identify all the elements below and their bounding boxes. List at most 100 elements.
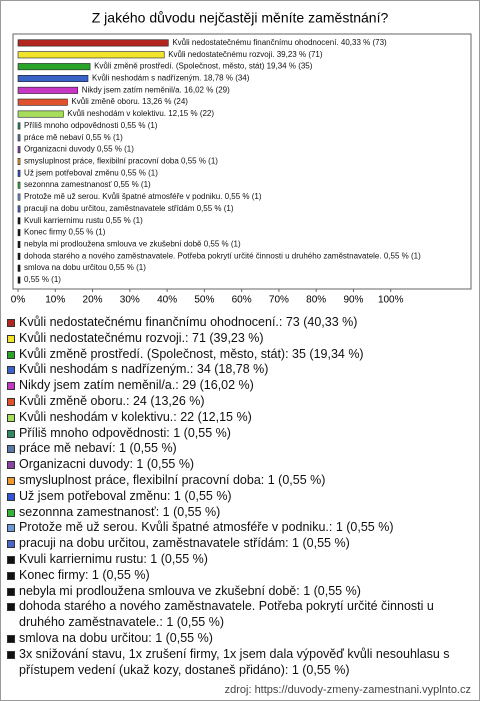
x-tick-label: 100% [378, 295, 404, 306]
bar [17, 98, 68, 106]
bar-label: Kvůli neshodám s nadřízeným. 18,78 % (34… [92, 74, 250, 83]
bar [17, 276, 21, 284]
legend-swatch [7, 603, 15, 612]
bar-label: Kvůli nedostatečnému rozvoji. 39,23 % (7… [168, 50, 323, 59]
bar [17, 169, 21, 177]
category-label: Kvůli nedostatečnému rozvoji. [168, 50, 274, 59]
bar-label: nebyla mi prodloužena smlouva ve zkušebn… [24, 240, 241, 249]
legend-item: Kvůli nedostatečnému finančnímu ohodnoce… [7, 315, 469, 331]
legend-item: smysluplnost práce, flexibilní pracovní … [7, 473, 469, 489]
bar [17, 122, 21, 130]
legend-item: Kvůli neshodám s nadřízeným.: 34 (18,78 … [7, 362, 469, 378]
legend-item: Konec firmy: 1 (0,55 %) [7, 568, 469, 584]
legend-label: Už jsem potřeboval změnu: 1 (0,55 %) [19, 488, 232, 503]
category-label: Kvůli neshodám s nadřízeným. [92, 74, 201, 83]
value-label: 39,23 % (71) [277, 50, 323, 59]
value-label: 0,55 % (1) [109, 263, 146, 272]
value-label: 40,33 % (73) [341, 38, 387, 47]
legend-swatch [7, 413, 15, 422]
bar-label: smysluplnost práce, flexibilní pracovní … [24, 157, 218, 166]
value-label: 0,55 % (1) [197, 204, 234, 213]
legend-swatch [7, 540, 15, 549]
legend-swatch [7, 334, 15, 343]
bar-label: Kvuli karriernimu rustu 0,55 % (1) [24, 216, 143, 225]
bar [17, 217, 21, 225]
legend-item: Organizacni duvody: 1 (0,55 %) [7, 457, 469, 473]
category-label: práce mě nebaví [24, 133, 84, 142]
value-label: 0,55 % (1) [114, 180, 151, 189]
legend-swatch [7, 350, 15, 359]
legend-label: Kvůli změně oboru.: 24 (13,26 %) [19, 393, 205, 408]
legend-item: Už jsem potřeboval změnu: 1 (0,55 %) [7, 489, 469, 505]
legend-label: sezonnna zamestnanosť: 1 (0,55 %) [19, 504, 221, 519]
legend-label: Kvůli nedostatečnému finančnímu ohodnoce… [19, 315, 358, 329]
legend-label: Konec firmy: 1 (0,55 %) [19, 567, 150, 582]
legend-label: Kvůli změně prostředí. (Společnost, měst… [19, 346, 364, 361]
chart: Z jakého důvodu nejčastěji měníte zaměst… [11, 10, 472, 306]
value-label: 0,55 % (1) [384, 251, 421, 260]
bar-label: dohoda starého a nového zaměstnavatele. … [24, 251, 421, 260]
legend-item: Protože mě už serou. Kvůli špatné atmosf… [7, 520, 469, 536]
legend-item: Nikdy jsem zatím neměnil/a.: 29 (16,02 %… [7, 378, 469, 394]
legend-item: pracuji na dobu určitou, zaměstnavatele … [7, 536, 469, 552]
legend-label: Protože mě už serou. Kvůli špatné atmosf… [19, 520, 394, 535]
bar-label: Konec firmy 0,55 % (1) [24, 228, 106, 237]
x-tick-label: 80% [306, 295, 326, 306]
value-label: 16,02 % (29) [184, 85, 230, 94]
bar [17, 86, 79, 94]
legend-label: pracuji na dobu určitou, zaměstnavatele … [19, 536, 350, 551]
legend-swatch [7, 492, 15, 501]
legend-label: Organizacni duvody: 1 (0,55 %) [19, 457, 195, 472]
bar [17, 181, 21, 189]
bar [17, 229, 21, 237]
legend-item: dohoda starého a nového zaměstnavatele. … [7, 599, 469, 631]
category-label: smysluplnost práce, flexibilní pracovní … [24, 157, 179, 166]
category-label: Organizacni duvody [24, 145, 95, 154]
category-label: Příliš mnoho odpovědnosti [24, 121, 119, 130]
x-tick-label: 90% [343, 295, 363, 306]
legend-label: Kvuli karriernimu rustu: 1 (0,55 %) [19, 551, 208, 566]
legend-swatch [7, 445, 15, 454]
legend-swatch [7, 429, 15, 438]
x-tick-label: 10% [45, 295, 65, 306]
category-label: Kvůli neshodám v kolektivu. [67, 109, 166, 118]
legend-item: Příliš mnoho odpovědnosti: 1 (0,55 %) [7, 426, 469, 442]
legend-swatch [7, 461, 15, 470]
legend-swatch [7, 650, 15, 659]
x-tick-label: 0% [11, 295, 26, 306]
x-tick-label: 30% [120, 295, 140, 306]
value-label: 0,55 % (1) [24, 275, 61, 284]
value-label: 0,55 % (1) [86, 133, 123, 142]
value-label: 19,34 % (35) [267, 62, 313, 71]
legend-item: Kvuli karriernimu rustu: 1 (0,55 %) [7, 552, 469, 568]
category-label: Kvůli změně prostředí. (Společnost, měst… [94, 62, 265, 71]
value-label: 18,78 % (34) [204, 74, 250, 83]
legend-swatch [7, 555, 15, 564]
legend-label: Kvůli neshodám s nadřízeným.: 34 (18,78 … [19, 362, 269, 377]
category-label: Kvůli změně oboru. [71, 97, 139, 106]
legend-label: smysluplnost práce, flexibilní pracovní … [19, 472, 326, 487]
bar [17, 63, 91, 71]
bar-label: Kvůli nedostatečnému finančnímu ohodnoce… [172, 38, 387, 47]
legend-item: Kvůli neshodám v kolektivu.: 22 (12,15 %… [7, 410, 469, 426]
plot-frame [12, 33, 472, 290]
bar-label: Protože mě už serou. Kvůli špatné atmosf… [24, 192, 262, 201]
bar [17, 158, 21, 166]
bar [17, 205, 21, 213]
bar [17, 39, 169, 47]
legend-swatch [7, 397, 15, 406]
bar-label: Nikdy jsem zatím neměnil/a. 16,02 % (29) [82, 85, 230, 94]
bar [17, 51, 165, 59]
bar [17, 146, 21, 154]
category-label: smlova na dobu určitou [24, 263, 107, 272]
legend-swatch [7, 366, 15, 375]
legend-swatch [7, 319, 15, 327]
legend-label: Kvůli nedostatečnému rozvoji.: 71 (39,23… [19, 330, 264, 345]
legend: Kvůli nedostatečnému finančnímu ohodnoce… [7, 315, 469, 678]
x-tick-label: 40% [157, 295, 177, 306]
value-label: 0,55 % (1) [97, 145, 134, 154]
value-label: 0,55 % (1) [225, 192, 262, 201]
bar-label: Kvůli změně oboru. 13,26 % (24) [71, 97, 188, 106]
bar-label: práce mě nebaví 0,55 % (1) [24, 133, 123, 142]
